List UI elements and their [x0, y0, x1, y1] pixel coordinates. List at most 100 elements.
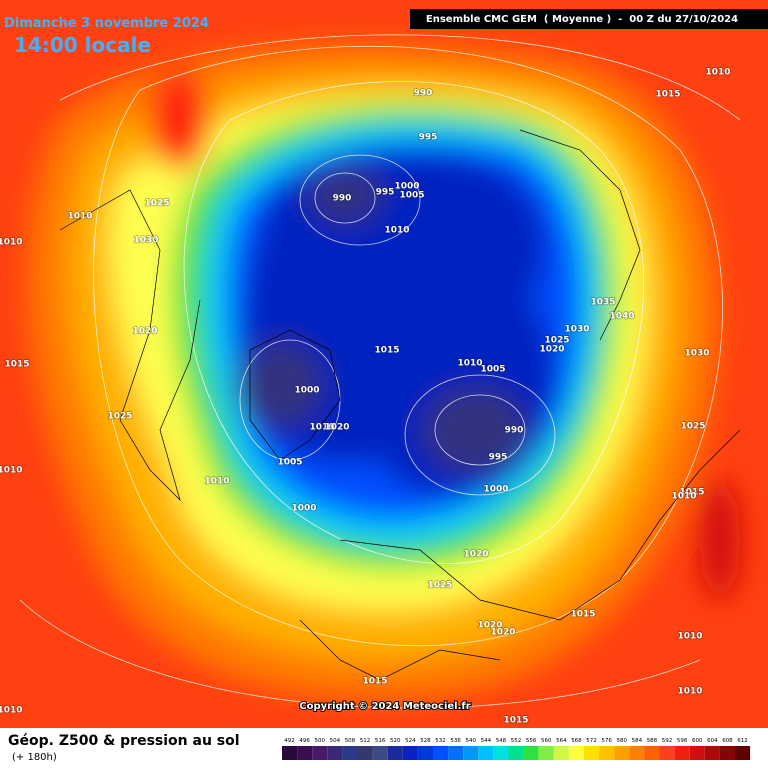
- isobar-label: 1020: [490, 628, 515, 638]
- scale-swatch: [568, 746, 584, 760]
- scale-swatch: [357, 746, 373, 760]
- scale-label: 524: [405, 738, 416, 744]
- scale-label: 540: [466, 738, 477, 744]
- scale-label: 612: [737, 738, 748, 744]
- scale-swatch: [493, 746, 509, 760]
- isobar-label: 995: [419, 133, 438, 143]
- scale-label: 588: [647, 738, 658, 744]
- scale-swatch: [538, 746, 554, 760]
- coastlines: [59, 129, 741, 681]
- isobar-label: 1030: [564, 325, 589, 335]
- isobar-label: 1010: [0, 706, 23, 716]
- scale-swatch: [674, 746, 690, 760]
- isobar-label: 1010: [677, 632, 702, 642]
- isobar-label: 1030: [684, 349, 709, 359]
- isobar-label: 1010: [705, 68, 730, 78]
- scale-label: 596: [677, 738, 688, 744]
- isobar-label: 1015: [4, 360, 29, 370]
- scale-swatch: [463, 746, 479, 760]
- isobar-label: 1025: [680, 422, 705, 432]
- scale-label: 536: [450, 738, 461, 744]
- model-label: Ensemble CMC GEM ( Moyenne ) - 00 Z du 2…: [426, 14, 738, 25]
- isobar-labels: 9909959909951000100510101015101010059909…: [0, 67, 731, 727]
- isobar-label: 1030: [133, 236, 158, 246]
- time-label: 14:00 locale: [14, 33, 151, 57]
- isobar-label: 1025: [144, 199, 169, 209]
- isobar-label: 1010: [309, 423, 334, 433]
- scale-swatch: [342, 746, 358, 760]
- isobar-label: 1020: [477, 621, 502, 631]
- isobar-label: 1010: [384, 226, 409, 236]
- scale-swatch: [689, 746, 705, 760]
- scale-label: 608: [722, 738, 733, 744]
- scale-label: 560: [541, 738, 552, 744]
- scale-swatch: [629, 746, 645, 760]
- scale-swatch: [417, 746, 433, 760]
- isobar-label: 1010: [677, 687, 702, 697]
- isobar-label: 1000: [483, 485, 508, 495]
- isobar-label: 1025: [544, 336, 569, 346]
- scale-label: 556: [526, 738, 537, 744]
- isobar-label: 1000: [291, 504, 316, 514]
- isobar-label: 1015: [503, 716, 528, 726]
- isobar-label: 990: [414, 89, 433, 99]
- isobar-label: 1020: [132, 327, 157, 337]
- isobar-label: 1020: [463, 550, 488, 560]
- isobar-label: 1025: [427, 581, 452, 591]
- scale-label: 496: [299, 738, 310, 744]
- footer-lead: (+ 180h): [12, 752, 57, 763]
- scale-swatch: [478, 746, 494, 760]
- scale-swatch: [553, 746, 569, 760]
- isobar-label: 1015: [655, 90, 680, 100]
- isobar-label: 990: [505, 426, 524, 436]
- scale-label: 492: [284, 738, 295, 744]
- scale-label: 548: [496, 738, 507, 744]
- height-field: [27, 43, 740, 701]
- isobar-label: 1010: [457, 359, 482, 369]
- scale-swatch: [312, 746, 328, 760]
- isobar-label: 990: [333, 194, 352, 204]
- scale-label: 576: [601, 738, 612, 744]
- scale-swatch: [704, 746, 720, 760]
- scale-label: 508: [345, 738, 356, 744]
- scale-label: 532: [435, 738, 446, 744]
- scale-label: 572: [586, 738, 597, 744]
- isobar-label: 995: [489, 453, 508, 463]
- scale-swatch: [584, 746, 600, 760]
- isobar-label: 1000: [394, 182, 419, 192]
- isobar-label: 1015: [374, 346, 399, 356]
- isobar-label: 1010: [204, 477, 229, 487]
- isobar-label: 1005: [480, 365, 505, 375]
- isobar-label: 1010: [671, 492, 696, 502]
- isobar-label: 1010: [0, 466, 23, 476]
- scale-label: 544: [481, 738, 492, 744]
- scale-label: 520: [390, 738, 401, 744]
- scale-label: 516: [375, 738, 386, 744]
- isobar-label: 1025: [107, 412, 132, 422]
- scale-label: 584: [632, 738, 643, 744]
- footer-title: Géop. Z500 & pression au sol: [8, 733, 240, 749]
- isobar-label: 1010: [0, 238, 23, 248]
- scale-label: 568: [571, 738, 582, 744]
- date-label: Dimanche 3 novembre 2024: [4, 16, 209, 31]
- isobar-label: 1000: [294, 386, 319, 396]
- isobar-label: 1010: [67, 212, 92, 222]
- isobar-label: 995: [376, 188, 395, 198]
- copyright: Copyright © 2024 Meteociel.fr: [299, 701, 470, 712]
- model-box: [410, 9, 768, 29]
- scale-swatch: [508, 746, 524, 760]
- scale-swatch: [599, 746, 615, 760]
- isobar-label: 1040: [609, 312, 634, 322]
- isobar-label: 1005: [277, 458, 302, 468]
- scale-swatch: [735, 746, 751, 760]
- scale-label: 564: [556, 738, 567, 744]
- scale-swatch: [659, 746, 675, 760]
- scale-label: 500: [315, 738, 326, 744]
- scale-swatch: [372, 746, 388, 760]
- scale-label: 600: [692, 738, 703, 744]
- scale-label: 552: [511, 738, 522, 744]
- scale-swatch: [327, 746, 343, 760]
